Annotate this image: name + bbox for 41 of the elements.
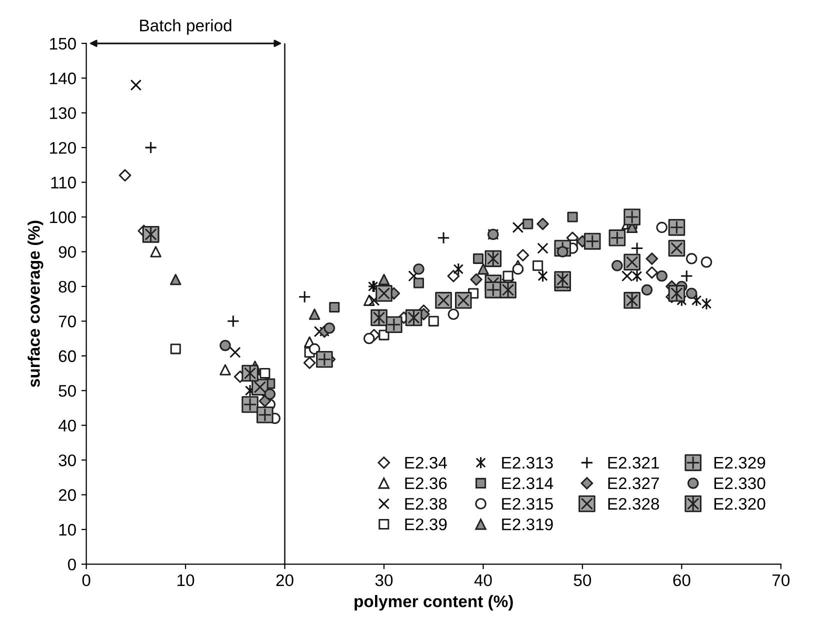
text: Batch period: [140, 19, 232, 35]
legend-label: E2.315: [502, 498, 553, 510]
legend-label: E2.38: [405, 498, 447, 510]
x-tick-label: 30: [375, 574, 393, 586]
y-tick-label: 30: [58, 454, 76, 466]
legend-label: E2.330: [714, 477, 766, 490]
y-tick-label: 20: [58, 489, 76, 501]
legend-label: E2.328: [608, 498, 660, 510]
legend-label: E2.314: [502, 477, 554, 490]
x-tick-label: 20: [276, 574, 294, 586]
x-axis-title: polymer content (%): [354, 595, 513, 611]
legend-label: E2.327: [608, 477, 659, 490]
legend-label: E2.329: [714, 456, 766, 469]
y-tick-label: 70: [58, 316, 76, 328]
y-tick-label: 130: [50, 107, 76, 120]
legend-label: E2.313: [502, 456, 553, 469]
y-axis-title: surface coverage (%): [28, 220, 44, 388]
legend-label: E2.321: [608, 456, 659, 469]
y-tick-label: 150: [50, 38, 76, 50]
y-tick-label: 140: [50, 72, 76, 84]
y-tick-label: 80: [58, 280, 76, 293]
x-tick-label: 40: [474, 574, 492, 586]
x-tick-label: 10: [178, 574, 194, 586]
x-tick-label: 60: [673, 574, 690, 586]
y-tick-label: 50: [58, 385, 76, 397]
y-tick-label: 0: [68, 558, 76, 570]
x-tick-label: 0: [82, 574, 90, 586]
y-tick-label: 40: [58, 420, 76, 432]
x-tick-label: 50: [574, 574, 592, 586]
legend-label: E2.320: [714, 498, 766, 510]
y-tick-label: 60: [58, 350, 76, 362]
y-tick-label: 10: [59, 524, 76, 536]
legend-label: E2.319: [502, 518, 553, 530]
y-tick-label: 90: [58, 246, 76, 258]
legend-label: E2.39: [405, 518, 447, 530]
legend-label: E2.36: [405, 477, 447, 490]
x-tick-label: 70: [772, 574, 790, 586]
y-tick-label: 110: [51, 176, 76, 188]
y-tick-label: 120: [50, 142, 76, 154]
y-tick-label: 100: [50, 211, 76, 224]
legend-label: E2.34: [405, 456, 447, 469]
